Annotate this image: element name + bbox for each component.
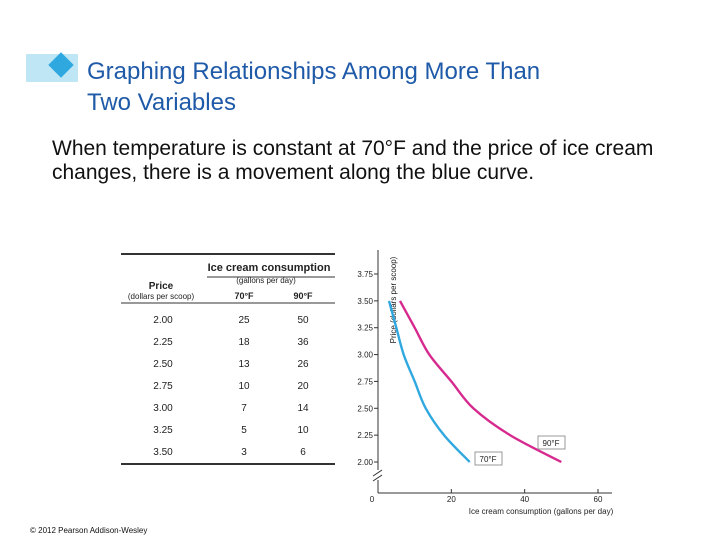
label-70-box [474,451,503,466]
table-cell-r1-c1: 18 [238,337,250,348]
slide-title-line-2: Two Variables [87,89,236,116]
axis-break-mark-1 [372,469,383,477]
table-cell-r1-c0: 2.25 [153,337,173,348]
table-cell-r4-c1: 7 [241,403,247,414]
table-cell-r4-c2: 14 [297,403,309,414]
table-col-price-header: Price [149,281,174,292]
table-cell-r5-c1: 5 [241,425,247,436]
series-label-70: 70°F [480,455,497,464]
table-cell-r3-c2: 20 [297,381,309,392]
y-tick-label-6: 3.50 [357,297,373,306]
copyright-text: © 2012 Pearson Addison-Wesley [30,526,148,535]
x-axis-ticks: 0 20 40 60 [370,489,603,504]
slide-title-line-1: Graphing Relationships Among More Than [87,58,541,85]
series-line-1 [398,300,562,464]
table-cell-r5-c2: 10 [297,425,309,436]
y-tick-label-2: 2.50 [357,404,373,413]
slide-title: Graphing Relationships Among More Than T… [87,56,687,118]
x-tick-label-3: 60 [594,495,603,504]
y-tick-label-7: 3.75 [357,270,373,279]
x-tick-label-1: 20 [447,495,456,504]
table-body: 2.00 25 502.25 18 362.50 13 262.75 10 203.00 7 143… [153,315,309,458]
series-label-90: 90°F [543,439,560,448]
table-cell-r6-c0: 3.50 [153,447,173,458]
y-tick-label-4: 3.00 [357,351,373,360]
x-tick-label-2: 40 [520,495,529,504]
table-col-price-subheader: (dollars per scoop) [128,292,195,301]
table-cell-r2-c0: 2.50 [153,359,173,370]
table-group-subheader: (gallons per day) [236,276,296,285]
y-tick-label-3: 2.75 [357,377,373,386]
table-cell-r4-c0: 3.00 [153,403,173,414]
x-axis-label: Ice cream consumption (gallons per day) [469,507,614,516]
table-cell-r3-c0: 2.75 [153,381,173,392]
series-group [387,300,562,464]
table-cell-r3-c1: 10 [238,381,250,392]
y-axis-ticks: 2.00 2.25 2.50 2.75 3.00 3.25 3.50 3.75 [357,270,378,467]
series-line-0 [387,300,471,463]
table-cell-r2-c1: 13 [238,359,250,370]
table-cell-r2-c2: 26 [297,359,309,370]
y-tick-label-0: 2.00 [357,458,373,467]
table-col-70-header: 70°F [234,291,254,301]
table-cell-r5-c0: 3.25 [153,425,173,436]
table-cell-r6-c1: 3 [241,447,247,458]
table-col-90-header: 90°F [293,291,313,301]
x-tick-label-0: 0 [370,495,375,504]
table-cell-r6-c2: 6 [300,447,306,458]
label-90-box [537,435,566,450]
y-tick-label-1: 2.25 [357,431,373,440]
table-cell-r0-c0: 2.00 [153,315,173,326]
axis-break-mark-2 [372,474,383,482]
table-cell-r1-c2: 36 [297,337,309,348]
slide-body-text: When temperature is constant at 70°F and… [52,137,654,184]
table-cell-r0-c1: 25 [238,315,250,326]
y-axis-label: Price (dollars per scoop) [389,256,398,343]
table-group-header: Ice cream consumption [208,262,331,274]
table-cell-r0-c2: 50 [297,315,309,326]
y-tick-label-5: 3.25 [357,324,373,333]
